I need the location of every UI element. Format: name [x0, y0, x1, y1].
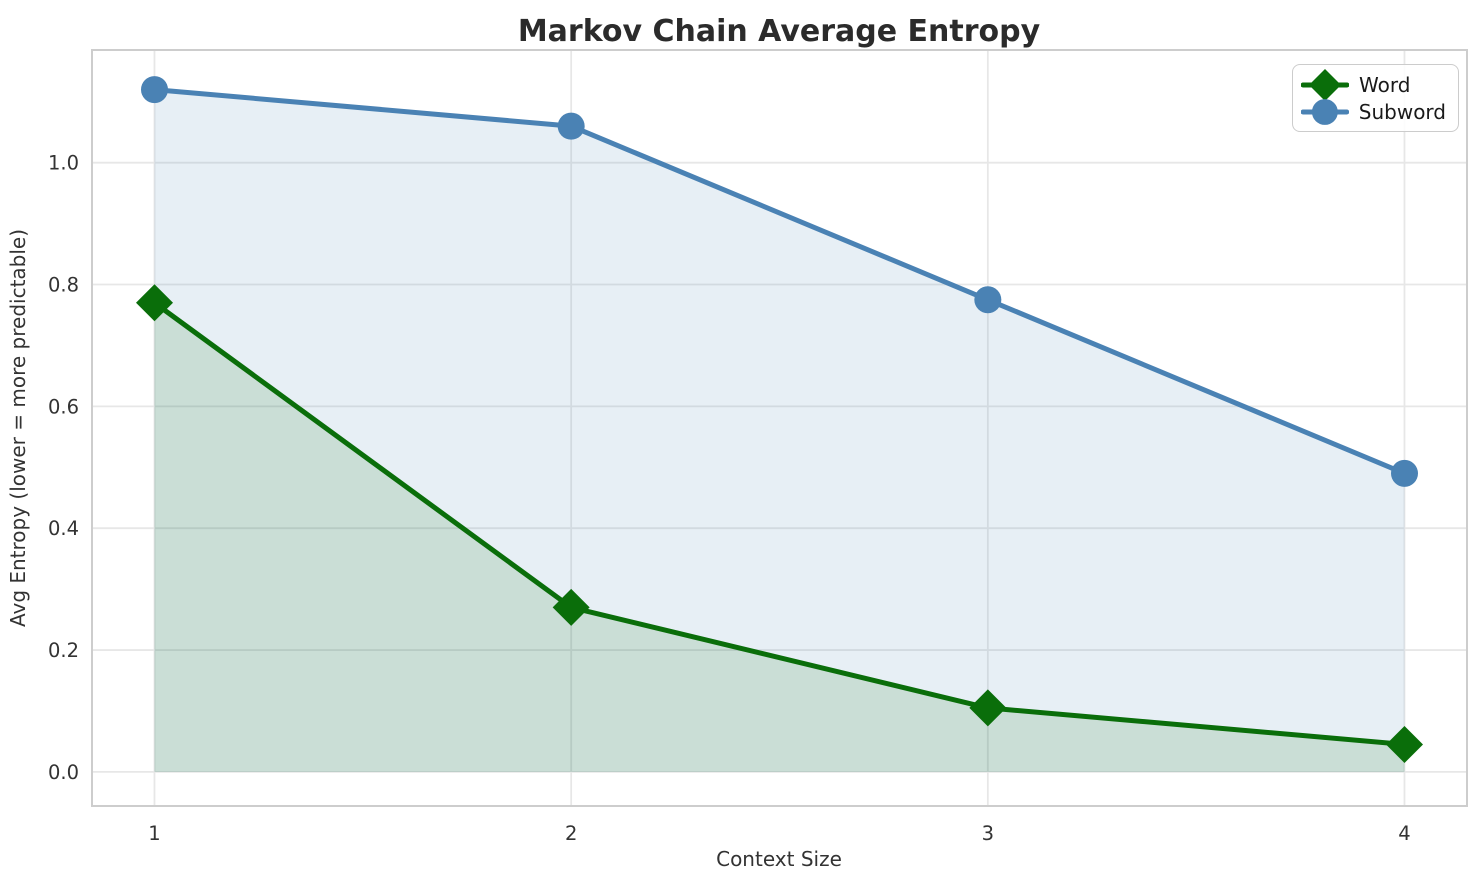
legend-label: Word	[1359, 72, 1411, 97]
x-tick-label: 4	[1398, 822, 1410, 845]
x-tick-label: 3	[982, 822, 994, 845]
subword-marker	[141, 76, 168, 104]
x-axis-label: Context Size	[716, 847, 842, 871]
chart-title: Markov Chain Average Entropy	[518, 14, 1041, 49]
legend-item-word: Word	[1301, 68, 1446, 101]
subword-marker	[557, 112, 585, 140]
legend-sample-diamond	[1309, 68, 1341, 101]
legend-label: Subword	[1358, 99, 1446, 124]
legend: Word Subword	[1292, 64, 1459, 132]
word-marker	[136, 284, 173, 322]
subword-line	[152, 87, 1407, 476]
y-tick-label: 1.0	[48, 152, 79, 175]
y-axis-label: Avg Entropy (lower = more predictable)	[6, 229, 30, 627]
word-legend-marker-icon	[1301, 68, 1349, 101]
y-tick-label: 0.6	[48, 395, 79, 418]
word-marker	[969, 689, 1007, 727]
y-tick-label: 0.2	[48, 639, 79, 662]
area-layer	[154, 89, 1405, 772]
marker-layer	[136, 76, 1423, 763]
legend-sample-circle	[1311, 98, 1338, 125]
subword-marker	[1391, 459, 1418, 487]
x-tick-label: 2	[565, 822, 577, 845]
word-line	[152, 300, 1407, 747]
subword-area	[154, 89, 1405, 772]
y-tick-label: 0.8	[48, 274, 79, 297]
x-tick-label: 1	[148, 822, 160, 845]
subword-marker	[974, 286, 1002, 314]
grid-layer	[92, 50, 1467, 806]
word-marker	[552, 588, 590, 626]
axes-spine	[91, 49, 1468, 807]
y-tick-label: 0.0	[48, 761, 79, 784]
line-layer	[152, 87, 1407, 747]
word-area	[154, 302, 1405, 772]
tick-layer: 1 2 3 4 0.0 0.2 0.4 0.6 0.8 1.0	[48, 152, 1411, 845]
y-tick-label: 0.4	[48, 517, 79, 540]
word-marker	[1386, 725, 1423, 763]
legend-item-subword: Subword	[1301, 98, 1446, 125]
subword-legend-marker-icon	[1301, 98, 1349, 125]
